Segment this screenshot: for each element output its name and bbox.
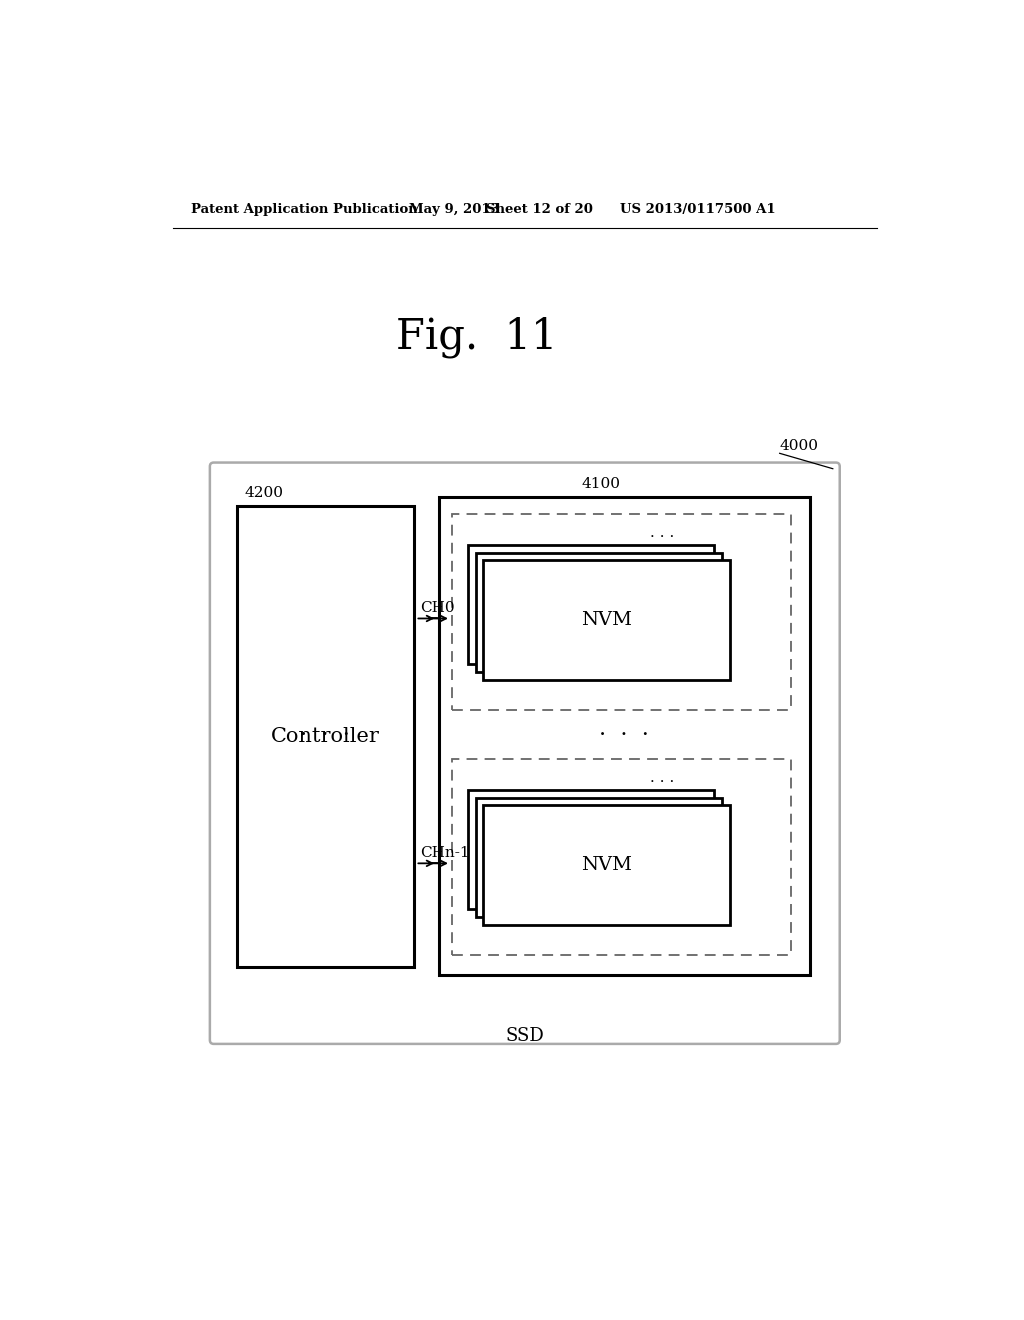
Text: · · ·: · · · [650, 775, 675, 789]
Text: 4200: 4200 [245, 486, 284, 500]
Bar [468, 789, 714, 909]
Bar [483, 805, 730, 924]
FancyBboxPatch shape [210, 462, 840, 1044]
Text: ·  ·  ·: · · · [599, 723, 649, 746]
Text: · · ·: · · · [650, 531, 675, 544]
Text: Fig.  11: Fig. 11 [396, 317, 558, 358]
Bar [453, 515, 792, 710]
Bar [483, 560, 730, 680]
Bar [475, 797, 722, 917]
Text: May 9, 2013: May 9, 2013 [410, 203, 500, 216]
Bar [237, 507, 414, 966]
Text: CH0: CH0 [420, 602, 455, 615]
Text: 4000: 4000 [779, 438, 818, 453]
Bar [468, 545, 714, 664]
Bar [475, 553, 722, 672]
Text: 4100: 4100 [581, 477, 620, 491]
Text: CHn-1: CHn-1 [420, 846, 470, 861]
Text: US 2013/0117500 A1: US 2013/0117500 A1 [621, 203, 776, 216]
Bar [453, 759, 792, 956]
Bar [438, 498, 810, 974]
Text: SSD: SSD [506, 1027, 544, 1045]
Text: Sheet 12 of 20: Sheet 12 of 20 [486, 203, 593, 216]
Text: Controller: Controller [271, 727, 380, 746]
Text: Patent Application Publication: Patent Application Publication [190, 203, 418, 216]
Text: ·  ·  ·: · · · [300, 723, 350, 746]
Text: NVM: NVM [581, 855, 632, 874]
Text: NVM: NVM [581, 611, 632, 630]
